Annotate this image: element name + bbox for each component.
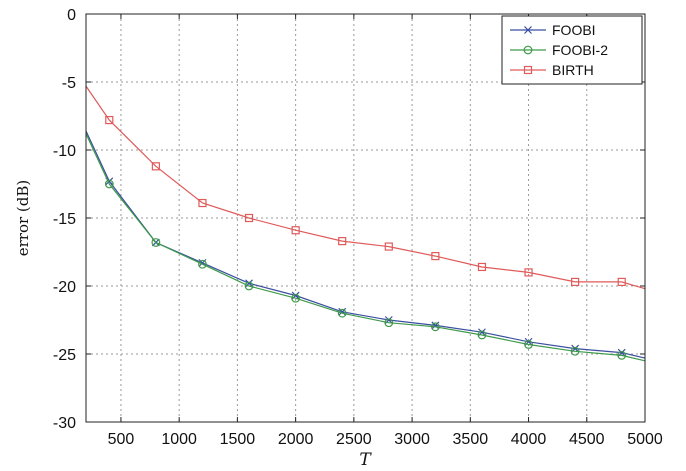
data-point <box>617 350 627 360</box>
legend-label: FOOBI <box>552 22 596 38</box>
legend: FOOBI FOOBI-2 BIRTH <box>501 15 643 85</box>
series-foobi-2 <box>85 133 646 362</box>
data-point <box>524 340 533 349</box>
y-tick-label: -5 <box>62 75 76 92</box>
x-tick-label: 1500 <box>220 431 256 448</box>
data-point <box>338 237 347 246</box>
series-line <box>85 133 646 362</box>
y-tick-label: -25 <box>53 347 76 364</box>
data-point <box>524 268 533 277</box>
data-point <box>571 277 580 287</box>
legend-item: FOOBI-2 <box>510 42 608 58</box>
legend-item: FOOBI <box>510 22 596 38</box>
y-tick-label: 0 <box>67 7 76 24</box>
legend-marker <box>524 26 532 34</box>
x-tick-label: 1000 <box>161 431 197 448</box>
data-point <box>384 318 394 328</box>
x-axis-label: T <box>359 450 372 470</box>
legend-marker <box>523 45 533 55</box>
data-point <box>245 279 253 288</box>
marker-stroke <box>524 26 532 34</box>
y-tick-label: -10 <box>53 143 76 160</box>
data-point <box>104 179 114 189</box>
data-point <box>570 346 580 356</box>
legend-item: BIRTH <box>510 62 594 78</box>
data-point <box>291 293 301 303</box>
x-tick-label: 2500 <box>336 431 372 448</box>
y-tick-label: -20 <box>53 279 76 296</box>
axis-ticks: 500 1000 1500 2000 2500 3000 3500 4000 4500 5000 0… <box>53 7 663 448</box>
marker-stroke <box>245 279 253 288</box>
data-point <box>244 213 254 223</box>
plot-series <box>85 85 646 362</box>
data-point <box>291 226 300 235</box>
x-tick-label: 4000 <box>511 431 547 448</box>
marker-stroke <box>105 177 114 186</box>
data-point <box>151 162 160 171</box>
y-tick-label: -15 <box>53 211 76 228</box>
data-point <box>244 281 254 291</box>
data-point <box>477 330 487 340</box>
y-axis-label: error (dB) <box>14 180 32 257</box>
data-point <box>384 242 393 251</box>
data-point <box>105 115 114 125</box>
data-point <box>151 238 161 247</box>
legend-label: FOOBI-2 <box>552 42 608 58</box>
x-tick-label: 3500 <box>453 431 489 448</box>
x-tick-label: 500 <box>108 431 135 448</box>
x-tick-label: 3000 <box>394 431 430 448</box>
data-point <box>431 251 440 261</box>
data-point <box>198 198 207 208</box>
data-point <box>617 277 626 287</box>
data-point <box>430 322 440 332</box>
x-tick-label: 2000 <box>278 431 314 448</box>
x-tick-label: 5000 <box>627 431 663 448</box>
legend-marker <box>523 65 533 75</box>
data-point <box>337 308 347 318</box>
data-point <box>198 259 207 269</box>
x-tick-label: 4500 <box>569 431 605 448</box>
series-line <box>85 85 646 290</box>
y-tick-label: -30 <box>53 415 76 432</box>
series-birth <box>85 85 646 290</box>
data-point <box>477 262 487 272</box>
legend-label: BIRTH <box>552 62 594 78</box>
